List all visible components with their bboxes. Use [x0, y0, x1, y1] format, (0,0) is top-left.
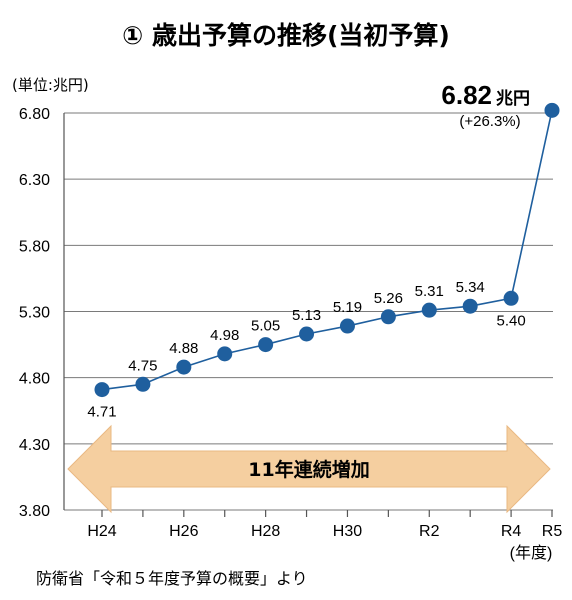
data-point: [299, 326, 315, 342]
highlight-callout: 6.82 兆円 (+26.3%): [441, 80, 530, 130]
data-point: [258, 337, 274, 353]
data-label: 5.34: [456, 279, 485, 296]
y-tick-label: 4.80: [19, 371, 50, 388]
data-point: [339, 318, 355, 334]
x-tick-label: R4: [501, 523, 522, 540]
x-tick-label: H30: [333, 523, 362, 540]
y-tick-label: 6.80: [19, 106, 50, 123]
x-tick-label: H28: [251, 523, 280, 540]
arrow-shape: [67, 424, 551, 514]
data-label: 4.88: [169, 340, 198, 357]
series-line-group: 4.71 4.75 4.88 4.98 5.05 5.13 5.19 5.26 5.31 5.34…: [87, 102, 560, 421]
data-label: 4.71: [87, 404, 116, 421]
data-label: 5.13: [292, 307, 321, 324]
x-tick-label: R2: [419, 523, 440, 540]
highlight-change: (+26.3%): [459, 113, 520, 130]
y-tick-label: 5.80: [19, 238, 50, 255]
data-label: 5.19: [333, 299, 362, 316]
x-axis-unit: (年度): [510, 544, 553, 562]
y-axis-ticks: 3.80 4.30 4.80 5.30 5.80 6.30 6.80: [19, 106, 50, 520]
x-axis-ticks: H24 H26 H28 H30 R2 R4 R5: [87, 510, 562, 540]
y-tick-label: 5.30: [19, 305, 50, 322]
x-tick-label: H26: [169, 523, 198, 540]
data-label: 4.98: [210, 327, 239, 344]
data-point: [380, 309, 396, 325]
increase-arrow: 11年連続増加: [67, 424, 551, 514]
data-label: 5.05: [251, 318, 280, 335]
data-label: 4.75: [128, 357, 157, 374]
highlight-value: 6.82: [441, 80, 492, 110]
source-note: 防衛省「令和５年度予算の概要」より: [36, 569, 308, 588]
x-tick-label: H24: [87, 523, 116, 540]
data-point: [94, 382, 110, 398]
data-label: 5.40: [496, 312, 525, 329]
data-point: [176, 359, 192, 375]
data-point: [217, 346, 233, 362]
data-point: [462, 298, 478, 314]
x-tick-label: R5: [542, 523, 563, 540]
highlight-unit: 兆円: [496, 89, 530, 109]
y-tick-label: 3.80: [19, 503, 50, 520]
data-label: 5.31: [415, 283, 444, 300]
data-point: [135, 376, 151, 392]
unit-label: (単位:兆円): [12, 76, 89, 94]
chart-title: ① 歳出予算の推移(当初予算): [122, 21, 450, 50]
arrow-label: 11年連続増加: [248, 458, 369, 481]
data-point: [503, 290, 519, 306]
y-tick-label: 4.30: [19, 437, 50, 454]
data-point: [421, 302, 437, 318]
data-point: [544, 102, 560, 118]
data-label: 5.26: [374, 290, 403, 307]
y-tick-label: 6.30: [19, 172, 50, 189]
